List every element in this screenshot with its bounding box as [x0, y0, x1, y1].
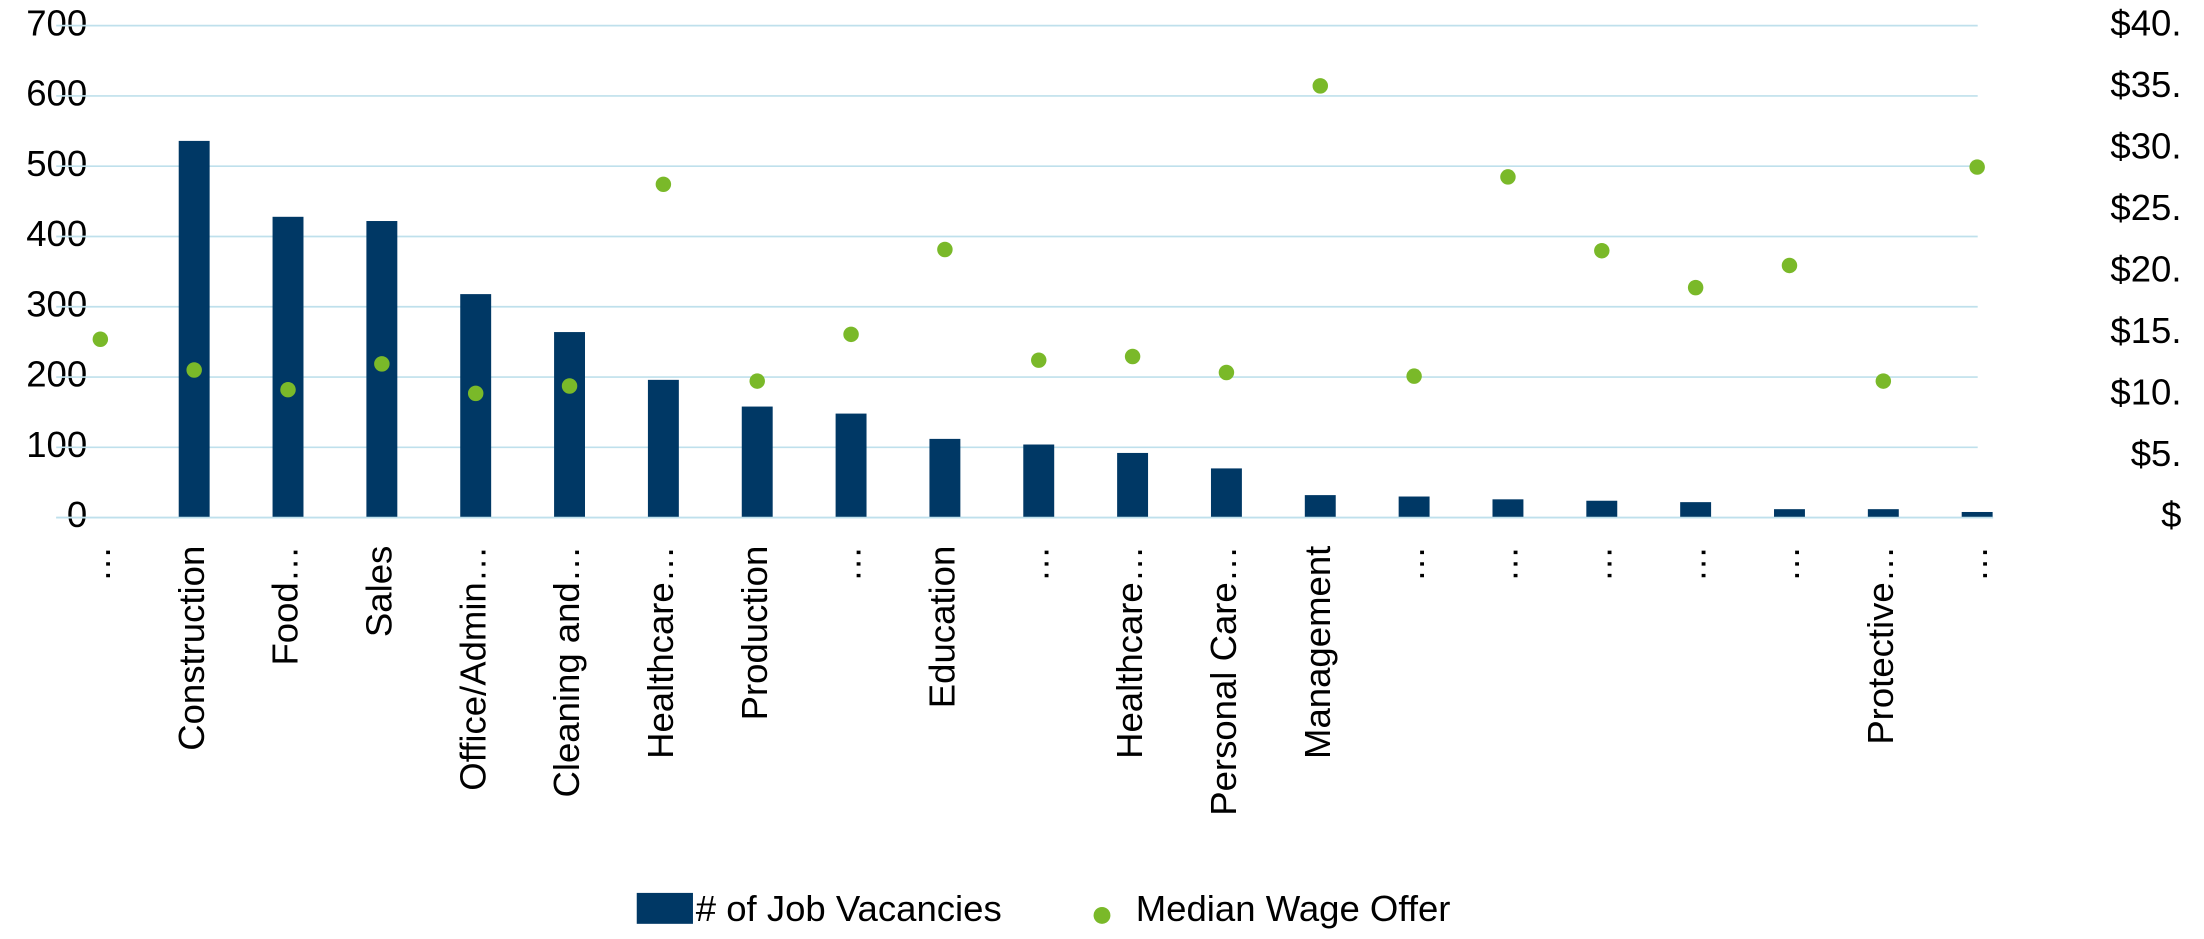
- bar: [1398, 496, 1430, 518]
- x-tick-label: Protective…: [1860, 546, 1901, 745]
- bar: [460, 294, 492, 518]
- bar: [1304, 495, 1336, 518]
- x-tick-label: …: [1766, 546, 1807, 583]
- bar: [1492, 499, 1524, 518]
- x-tick-label: …: [828, 546, 869, 583]
- y2-tick-label: $40.: [2110, 2, 2181, 43]
- bar: [1117, 452, 1149, 518]
- dot: [937, 241, 953, 258]
- legend-swatch: [636, 892, 693, 924]
- x-tick-label: Healthcare…: [1109, 546, 1150, 759]
- x-tick-label: …: [1672, 546, 1713, 583]
- x-tick-label: Personal Care…: [1203, 546, 1244, 816]
- y2-tick-label: $25.: [2110, 187, 2181, 228]
- bar: [1023, 444, 1055, 518]
- bar: [741, 406, 773, 518]
- x-tick-label: Cleaning and…: [546, 546, 587, 798]
- y2-tick-label: $: [2161, 494, 2181, 535]
- y2-tick-label: $5.: [2131, 433, 2182, 474]
- x-tick-label: …: [77, 546, 118, 583]
- bar: [1586, 500, 1618, 518]
- bar: [1961, 511, 1993, 518]
- dot: [1500, 169, 1516, 185]
- bar: [1210, 468, 1242, 518]
- bar: [835, 413, 867, 518]
- y2-tick-label: $15.: [2110, 310, 2181, 351]
- y-tick-label: 200: [26, 354, 87, 395]
- x-tick-label: Management: [1297, 546, 1338, 759]
- y2-tick-label: $20.: [2110, 248, 2181, 289]
- legend-swatch: [1093, 906, 1111, 924]
- bar: [1867, 509, 1899, 518]
- x-tick-label: Construction: [171, 546, 212, 751]
- bar: [647, 379, 679, 518]
- x-tick-label: …: [1578, 546, 1619, 583]
- bar: [178, 140, 210, 518]
- x-tick-label: …: [1391, 546, 1432, 583]
- y-tick-label: 700: [26, 2, 87, 43]
- dot: [1781, 257, 1798, 274]
- x-tick-label: …: [1015, 546, 1056, 583]
- x-tick-label: Healthcare…: [640, 546, 681, 759]
- y2-tick-label: $10.: [2110, 371, 2181, 412]
- x-tick-label: Office/Admin…: [452, 546, 493, 791]
- dot: [1406, 368, 1422, 384]
- dot: [280, 381, 296, 398]
- dot: [1687, 279, 1704, 296]
- bar: [272, 216, 304, 518]
- dot: [561, 378, 578, 394]
- y-tick-label: 400: [26, 213, 87, 254]
- x-tick-label: Sales: [359, 546, 400, 637]
- x-tick-label: Production: [734, 546, 775, 721]
- x-tick-label: Food…: [265, 546, 306, 666]
- x-tick-label: …: [1485, 546, 1526, 583]
- dot: [1031, 352, 1047, 368]
- dot: [1875, 373, 1892, 389]
- y-tick-label: 100: [26, 424, 87, 465]
- dot: [655, 176, 672, 193]
- y-tick-label: 0: [67, 494, 87, 535]
- legend-label: Median Wage Offer: [1136, 888, 1451, 929]
- y2-tick-label: $35.: [2110, 64, 2181, 105]
- x-tick-label: Education: [922, 546, 963, 708]
- dot: [1969, 159, 1985, 175]
- dot: [92, 331, 109, 347]
- y2-tick-label: $30.: [2110, 125, 2181, 166]
- bar: [1774, 509, 1805, 518]
- dot: [749, 373, 765, 389]
- legend-label: # of Job Vacancies: [696, 888, 1002, 929]
- dot: [1594, 242, 1610, 259]
- bar: [554, 332, 586, 518]
- dot: [1312, 78, 1329, 94]
- y-tick-label: 500: [26, 143, 87, 184]
- dot: [1124, 348, 1141, 365]
- dot: [1218, 364, 1235, 381]
- dot: [467, 385, 484, 402]
- dot: [186, 362, 202, 378]
- dot: [374, 356, 390, 372]
- x-tick-label: …: [1954, 546, 1995, 583]
- bar: [1680, 502, 1712, 518]
- y-tick-label: 600: [26, 73, 87, 114]
- dot: [843, 326, 859, 343]
- y-tick-label: 300: [26, 283, 87, 324]
- bar: [929, 438, 961, 518]
